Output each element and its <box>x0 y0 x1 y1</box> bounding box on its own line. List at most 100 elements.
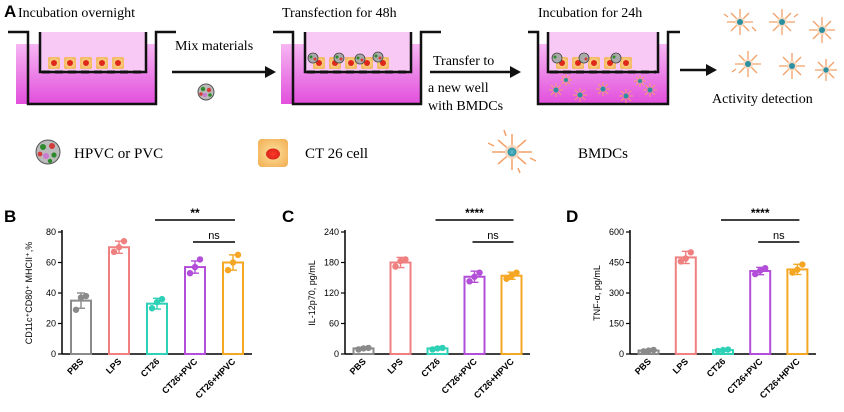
activated-bmdcs <box>723 9 837 81</box>
significance-label: ns <box>487 230 499 242</box>
well-2: Transfection for 48h <box>273 6 441 106</box>
data-point <box>148 305 156 312</box>
category-label: PBS <box>633 356 653 376</box>
data-point <box>719 346 727 354</box>
y-tick-label: 150 <box>609 319 624 329</box>
data-point <box>789 269 796 276</box>
data-point <box>640 348 647 355</box>
significance-label: **** <box>751 206 770 220</box>
data-point <box>429 346 436 353</box>
bar <box>674 256 697 355</box>
data-point <box>196 256 204 263</box>
data-point <box>120 237 128 245</box>
panel-b: B 0 20 40 60 80 CD11c⁺CD80⁺ MHCII⁺,% PBS LPS CT2… <box>4 206 252 400</box>
data-point <box>677 258 684 265</box>
data-point <box>77 294 85 301</box>
data-point <box>645 347 652 354</box>
data-point <box>752 270 759 278</box>
category-label: LPS <box>671 356 690 375</box>
svg-text:B: B <box>4 207 16 226</box>
y-tick-label: 120 <box>324 288 339 298</box>
category-label: CT26+PVC <box>439 356 479 396</box>
category-label: CT26+PVC <box>725 356 765 396</box>
data-point <box>650 346 657 354</box>
y-tick-label: 0 <box>334 349 339 359</box>
data-point <box>224 266 232 274</box>
arrow1-label: Mix materials <box>175 39 253 54</box>
panel-a: A Incubation overnight Mix materials <box>4 2 837 174</box>
category-label: CT26 <box>705 356 728 379</box>
category-label: LPS <box>104 356 123 375</box>
well-3-bmdcs <box>549 74 657 103</box>
arrow2-line-1: Transfer to <box>433 54 494 69</box>
well-2-cells <box>307 51 389 69</box>
bar <box>146 302 168 355</box>
step3-label: Incubation for 24h <box>538 6 642 21</box>
arrow-1: Mix materials <box>172 39 276 101</box>
category-label: CT26+HPVC <box>193 356 237 400</box>
data-point <box>365 344 372 352</box>
arrow2-line-3: with BMDCs <box>428 99 503 114</box>
well-3-cells <box>551 52 632 69</box>
data-point <box>234 251 242 259</box>
ct26-legend-icon <box>258 139 288 167</box>
bar <box>500 274 523 356</box>
legend-ct26-label: CT 26 cell <box>305 146 368 162</box>
data-point <box>714 347 722 355</box>
significance-label: ns <box>773 230 785 242</box>
data-point <box>402 256 409 263</box>
data-point <box>466 278 473 285</box>
category-label: CT26+PVC <box>160 356 200 396</box>
bmdc-legend-icon <box>487 129 537 174</box>
data-point <box>471 273 478 280</box>
category-label: LPS <box>385 356 404 375</box>
data-point <box>186 269 194 277</box>
data-point <box>72 306 80 313</box>
well-1-cells <box>48 57 124 69</box>
category-label: CT26 <box>139 356 162 379</box>
y-tick-label: 0 <box>619 349 624 359</box>
y-tick-label: 60 <box>329 319 339 329</box>
y-tick-label: 60 <box>46 258 56 268</box>
bar <box>749 270 772 356</box>
y-tick-label: 0 <box>51 349 56 359</box>
y-axis-label: TNF-α, pg/mL <box>592 265 602 321</box>
data-point <box>762 264 769 272</box>
category-label: CT26+HPVC <box>758 356 802 400</box>
legend: HPVC or PVC CT 26 cell BMDCs <box>35 129 628 174</box>
legend-bmdc-label: BMDCs <box>578 146 628 162</box>
significance-label: ** <box>190 206 200 220</box>
data-point <box>191 263 199 271</box>
step1-label: Incubation overnight <box>18 6 135 21</box>
final-label: Activity detection <box>712 92 813 107</box>
data-point <box>397 257 404 265</box>
data-point <box>476 269 483 276</box>
data-point <box>115 244 123 251</box>
y-tick-label: 450 <box>609 258 624 268</box>
significance-label: **** <box>465 206 484 220</box>
data-point <box>794 266 801 273</box>
data-point <box>513 269 520 276</box>
data-point <box>229 259 237 266</box>
data-point <box>503 275 510 282</box>
legend-hpvc-label: HPVC or PVC <box>74 146 163 162</box>
data-point <box>687 249 694 256</box>
y-tick-label: 40 <box>46 288 56 298</box>
y-axis-label: IL-12p70, pg/mL <box>307 260 317 326</box>
panel-a-letter: A <box>4 2 16 21</box>
data-point <box>110 248 118 256</box>
step2-label: Transfection for 48h <box>282 6 397 21</box>
data-point <box>724 346 732 353</box>
y-tick-label: 600 <box>609 227 624 237</box>
data-point <box>799 261 806 268</box>
data-point <box>439 344 446 352</box>
y-axis-label: CD11c⁺CD80⁺ MHCII⁺,% <box>24 242 34 345</box>
arrow-2: Transfer to a new well with BMDCs <box>428 54 521 114</box>
svg-text:D: D <box>566 207 578 226</box>
arrow-3 <box>680 64 717 76</box>
